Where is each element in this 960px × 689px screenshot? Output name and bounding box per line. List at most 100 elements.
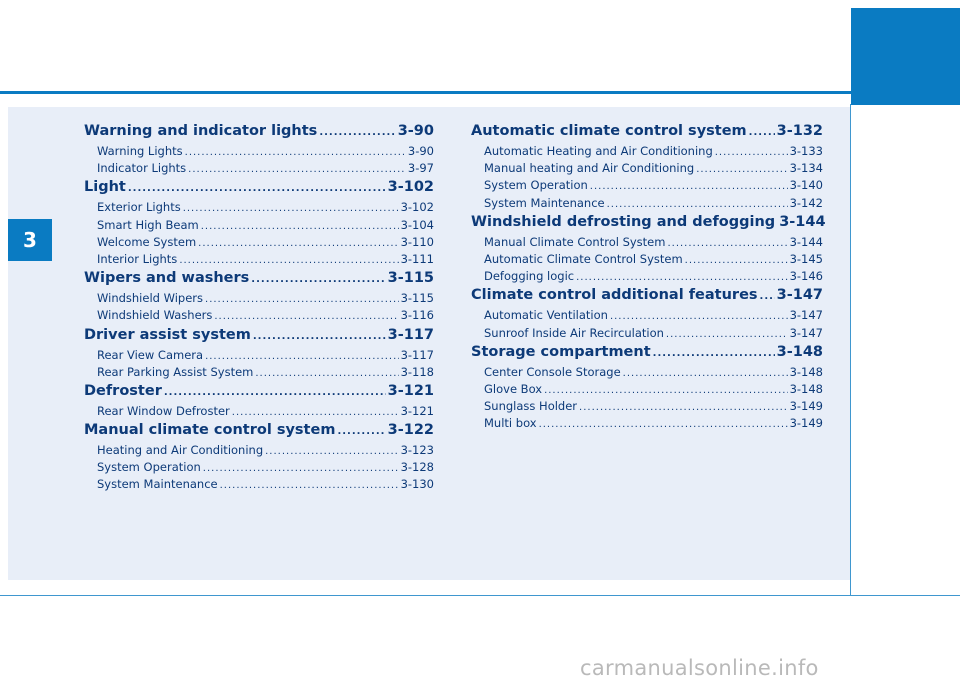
toc-section-heading-page: 3-147 <box>776 287 823 304</box>
dot-leader <box>666 329 788 340</box>
toc-entry[interactable]: Center Console Storage 3-148 <box>471 365 823 382</box>
watermark: carmanualsonline.info <box>580 656 819 680</box>
toc-entry[interactable]: Welcome System 3-110 <box>84 235 434 252</box>
toc-entry-label: Automatic Climate Control System <box>484 251 683 266</box>
dot-leader <box>220 480 399 491</box>
toc-section-heading-page: 3-132 <box>776 123 823 139</box>
toc-entry[interactable]: Sunglass Holder 3-149 <box>471 399 823 416</box>
dot-leader <box>183 203 399 214</box>
toc-entry[interactable]: System Maintenance 3-130 <box>84 477 434 494</box>
toc-entry-page: 3-123 <box>400 443 434 458</box>
toc-entry[interactable]: Sunroof Inside Air Recirculation 3-147 <box>471 326 823 343</box>
toc-section-heading-page: 3-102 <box>387 179 434 196</box>
toc-entry-page: 3-149 <box>789 399 823 414</box>
toc-section-heading[interactable]: Driver assist system 3-117 <box>84 327 434 348</box>
toc-entry[interactable]: Automatic Climate Control System 3-145 <box>471 252 823 269</box>
dot-leader <box>214 311 398 322</box>
chapter-tab <box>851 8 960 105</box>
header-rule <box>0 91 851 94</box>
toc-entry-label: System Operation <box>484 178 588 193</box>
toc-entry-page: 3-147 <box>789 325 823 340</box>
toc-entry-page: 3-110 <box>400 234 434 249</box>
toc-section-heading[interactable]: Windshield defrosting and defogging 3-144 <box>471 214 826 235</box>
dot-leader <box>265 446 398 457</box>
toc-entry[interactable]: Rear Window Defroster 3-121 <box>84 404 434 421</box>
dot-leader <box>623 368 788 379</box>
toc-entry-page: 3-149 <box>789 416 823 431</box>
toc-entry-page: 3-104 <box>400 217 434 232</box>
toc-entry-page: 3-117 <box>400 347 434 362</box>
toc-entry[interactable]: Manual heating and Air Conditioning 3-134 <box>471 161 823 178</box>
toc-entry[interactable]: System Operation 3-140 <box>471 178 823 195</box>
toc-entry[interactable]: Rear Parking Assist System 3-118 <box>84 365 434 382</box>
toc-entry-label: Windshield Wipers <box>97 291 204 306</box>
toc-entry-label: Smart High Beam <box>97 217 199 232</box>
toc-section-heading-label: Automatic climate control system <box>471 123 747 139</box>
dot-leader <box>696 164 787 175</box>
dot-leader <box>253 331 386 342</box>
toc-entry[interactable]: Manual Climate Control System 3-144 <box>471 235 823 252</box>
toc-section-heading-page: 3-121 <box>387 382 434 399</box>
toc-entry[interactable]: Automatic Ventilation 3-147 <box>471 308 823 325</box>
toc-section-heading[interactable]: Automatic climate control system 3-132 <box>471 123 823 144</box>
toc-entry-page: 3-116 <box>400 308 434 323</box>
toc-entry-page: 3-118 <box>400 364 434 379</box>
toc-entry-label: Center Console Storage <box>484 364 621 379</box>
toc-entry[interactable]: Windshield Washers 3-116 <box>84 308 434 325</box>
toc-entry[interactable]: System Maintenance 3-142 <box>471 196 823 213</box>
dot-leader <box>539 419 788 430</box>
toc-section-heading[interactable]: Climate control additional features 3-147 <box>471 287 823 308</box>
toc-section-heading-page: 3-148 <box>776 343 823 360</box>
toc-entry-label: System Operation <box>97 460 201 475</box>
toc-section-heading[interactable]: Manual climate control system 3-122 <box>84 422 434 443</box>
toc-entry-label: System Maintenance <box>484 195 605 210</box>
toc-entry[interactable]: Indicator Lights 3-97 <box>84 161 434 178</box>
dot-leader <box>185 147 406 158</box>
dot-leader <box>749 127 775 138</box>
toc-entry[interactable]: Exterior Lights 3-102 <box>84 200 434 217</box>
toc-entry[interactable]: Windshield Wipers 3-115 <box>84 291 434 308</box>
toc-section-heading-page: 3-90 <box>397 123 434 139</box>
toc-entry-label: Automatic Heating and Air Conditioning <box>484 144 713 158</box>
dot-leader <box>760 291 775 302</box>
toc-entry[interactable]: Smart High Beam 3-104 <box>84 218 434 235</box>
toc-entry-label: Indicator Lights <box>97 161 187 176</box>
toc-section-heading[interactable]: Light 3-102 <box>84 179 434 200</box>
toc-entry-label: Windshield Washers <box>97 308 213 323</box>
toc-entry[interactable]: Heating and Air Conditioning 3-123 <box>84 443 434 460</box>
dot-leader <box>715 147 788 158</box>
dot-leader <box>337 426 385 437</box>
toc-section-heading[interactable]: Wipers and washers 3-115 <box>84 270 434 291</box>
toc-entry[interactable]: Rear View Camera 3-117 <box>84 348 434 365</box>
toc-entry[interactable]: Multi box 3-149 <box>471 416 823 433</box>
toc-entry-label: Exterior Lights <box>97 200 181 215</box>
toc-section-heading-label: Light <box>84 179 126 196</box>
footer-rule <box>0 595 960 596</box>
toc-entry[interactable]: Defogging logic 3-146 <box>471 269 823 286</box>
toc-entry-page: 3-111 <box>400 251 434 266</box>
dot-leader <box>251 274 385 285</box>
toc-entry-label: Manual heating and Air Conditioning <box>484 161 695 176</box>
toc-entry-label: Sunglass Holder <box>484 399 578 414</box>
toc-section-heading[interactable]: Warning and indicator lights 3-90 <box>84 123 434 144</box>
toc-section: Light 3-102 Exterior Lights 3-102 Smart High… <box>84 179 434 269</box>
dot-leader <box>607 199 788 210</box>
toc-section-heading[interactable]: Defroster 3-121 <box>84 383 434 404</box>
toc-section-heading[interactable]: Storage compartment 3-148 <box>471 344 823 365</box>
toc-entry-label: Warning Lights <box>97 144 183 158</box>
toc-entry-label: Manual Climate Control System <box>484 234 666 249</box>
toc-entry-page: 3-140 <box>789 178 823 193</box>
toc-entry[interactable]: Automatic Heating and Air Conditioning 3-… <box>471 144 823 161</box>
toc-entry-label: Interior Lights <box>97 251 178 266</box>
toc-entry[interactable]: Glove Box 3-148 <box>471 382 823 399</box>
toc-entry[interactable]: System Operation 3-128 <box>84 460 434 477</box>
toc-entry-page: 3-97 <box>407 161 434 176</box>
toc-entry[interactable]: Warning Lights 3-90 <box>84 144 434 161</box>
toc-section-heading-page: 3-115 <box>387 270 434 287</box>
dot-leader <box>319 127 395 138</box>
toc-entry[interactable]: Interior Lights 3-111 <box>84 252 434 269</box>
toc-entry-label: Rear View Camera <box>97 347 204 362</box>
